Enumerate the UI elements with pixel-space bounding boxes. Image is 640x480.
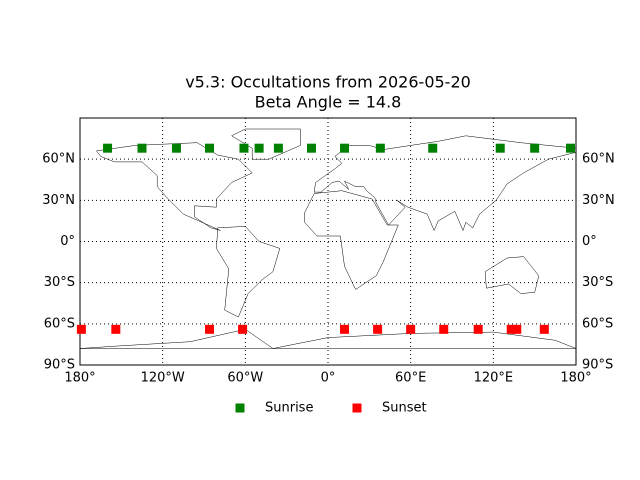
coastline bbox=[231, 128, 301, 160]
y-tick-label-right: 0° bbox=[582, 234, 597, 249]
marker bbox=[428, 143, 438, 153]
y-tick-label: 60°N bbox=[42, 152, 75, 167]
marker bbox=[512, 324, 522, 334]
coastline bbox=[313, 135, 577, 232]
y-tick-label-right: 30°S bbox=[582, 275, 613, 290]
marker bbox=[439, 324, 449, 334]
marker bbox=[238, 324, 248, 334]
x-tick-label: 120°W bbox=[141, 371, 185, 386]
marker bbox=[539, 324, 549, 334]
marker bbox=[495, 143, 505, 153]
marker bbox=[340, 324, 350, 334]
x-tick-label: 180° bbox=[560, 371, 591, 386]
marker bbox=[306, 143, 316, 153]
chart-title: v5.3: Occultations from 2026-05-20 bbox=[185, 73, 471, 92]
marker bbox=[373, 324, 383, 334]
marker bbox=[375, 143, 385, 153]
y-tick-label: 30°N bbox=[42, 193, 75, 208]
y-tick-label-right: 60°N bbox=[582, 152, 615, 167]
marker bbox=[103, 143, 113, 153]
x-tick-label: 120°E bbox=[474, 371, 514, 386]
marker bbox=[137, 143, 147, 153]
marker bbox=[406, 324, 416, 334]
legend-marker bbox=[352, 403, 362, 413]
coastline bbox=[304, 190, 399, 290]
marker bbox=[530, 143, 540, 153]
legend-marker bbox=[235, 403, 245, 413]
x-tick-label: 0° bbox=[321, 371, 336, 386]
marker bbox=[340, 143, 350, 153]
y-tick-label: 60°S bbox=[44, 316, 75, 331]
coastline bbox=[96, 142, 253, 231]
y-tick-label-right: 60°S bbox=[582, 316, 613, 331]
x-tick-label: 60°W bbox=[227, 371, 263, 386]
legend-label: Sunrise bbox=[265, 401, 313, 416]
marker bbox=[111, 324, 121, 334]
marker bbox=[171, 143, 181, 153]
marker bbox=[273, 143, 283, 153]
marker bbox=[76, 324, 86, 334]
marker bbox=[506, 324, 516, 334]
y-tick-label: 30°S bbox=[44, 275, 75, 290]
coastline bbox=[79, 329, 577, 349]
marker bbox=[239, 143, 249, 153]
y-tick-label: 90°S bbox=[44, 358, 75, 373]
coastlines bbox=[79, 128, 577, 349]
marker bbox=[473, 324, 483, 334]
chart-subtitle: Beta Angle = 14.8 bbox=[255, 93, 402, 112]
marker bbox=[254, 143, 264, 153]
y-tick-label-right: 90°S bbox=[582, 358, 613, 373]
marker bbox=[565, 143, 575, 153]
x-tick-label: 60°E bbox=[395, 371, 426, 386]
marker bbox=[205, 324, 215, 334]
y-tick-label: 0° bbox=[60, 234, 75, 249]
legend-label: Sunset bbox=[382, 401, 427, 416]
marker bbox=[205, 143, 215, 153]
coastline bbox=[216, 226, 281, 318]
x-tick-label: 180° bbox=[64, 371, 95, 386]
y-tick-label-right: 30°N bbox=[582, 193, 615, 208]
